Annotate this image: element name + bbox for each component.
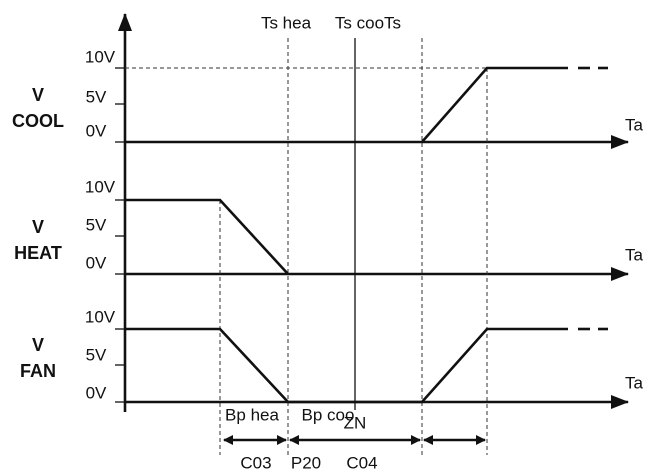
axis-label: Ta	[625, 245, 644, 264]
level: 0V	[86, 121, 107, 140]
level: 10V	[85, 307, 116, 326]
panel-name: FAN	[20, 361, 56, 381]
level: 5V	[86, 215, 107, 234]
panel-name: V	[32, 85, 44, 105]
panel-name: V	[32, 217, 44, 237]
level: 10V	[85, 177, 116, 196]
band-label: ZN	[344, 413, 367, 432]
param: C04	[346, 453, 377, 472]
level: 0V	[86, 253, 107, 272]
band-label: Bp hea	[225, 405, 279, 424]
signals	[125, 66, 608, 404]
label: Ts cooTs	[335, 13, 401, 32]
panel-name: COOL	[12, 111, 64, 131]
level: 5V	[86, 87, 107, 106]
guides	[125, 38, 488, 455]
axis-label: Ta	[625, 373, 644, 392]
level: 5V	[86, 345, 107, 364]
panel-name: HEAT	[14, 243, 62, 263]
band-label: Bp coo	[302, 405, 355, 424]
level: 10V	[85, 47, 116, 66]
label: Ts hea	[261, 13, 312, 32]
param: P20	[291, 453, 321, 472]
axes	[115, 13, 629, 412]
param: C03	[240, 453, 271, 472]
panel-name: V	[32, 335, 44, 355]
axis-label: Ta	[625, 115, 644, 134]
level: 0V	[86, 383, 107, 402]
